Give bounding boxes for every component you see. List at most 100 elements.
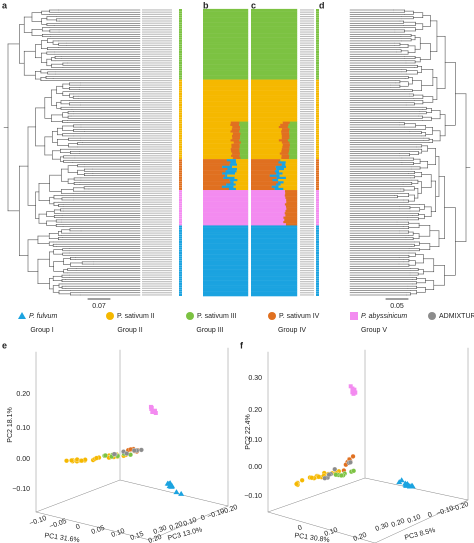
group-tick xyxy=(316,79,319,82)
leaf-label xyxy=(142,18,172,20)
ancestry-segment xyxy=(203,238,249,242)
ancestry-segment xyxy=(232,165,249,169)
group-tick xyxy=(316,174,319,177)
tree xyxy=(349,9,471,296)
leaf-label xyxy=(300,256,314,258)
leaf-label xyxy=(300,161,314,163)
leaf-label xyxy=(300,164,314,166)
group-tick xyxy=(316,28,319,31)
ancestry-segment xyxy=(203,196,249,200)
group-tick xyxy=(316,150,319,153)
leaf-label xyxy=(300,201,314,203)
leaf-label xyxy=(300,283,314,285)
ancestry-segment xyxy=(278,179,298,182)
legend-label: P. fulvum xyxy=(29,313,57,320)
group-tick xyxy=(179,161,182,164)
ancestry-segment xyxy=(251,265,298,268)
ancestry-segment xyxy=(203,30,249,34)
leaf-label xyxy=(300,203,314,205)
group-tick xyxy=(316,110,319,113)
leaf-label xyxy=(300,223,314,225)
group-tick xyxy=(179,15,182,18)
leaf-label xyxy=(142,20,172,22)
group-tick xyxy=(316,35,319,38)
ancestry-segment xyxy=(203,280,249,284)
leaf-label xyxy=(300,104,314,106)
leaf-label xyxy=(142,285,172,287)
ancestry-segment xyxy=(251,181,279,184)
leaf-label xyxy=(300,69,314,71)
leaf-label xyxy=(300,58,314,60)
leaf-label xyxy=(142,274,172,276)
ancestry-segment xyxy=(282,143,291,147)
group-tick xyxy=(179,194,182,197)
ancestry-segment xyxy=(251,44,298,47)
y-tick-label: 0.30 xyxy=(248,375,262,382)
ancestry-segment xyxy=(280,183,298,186)
ancestry-segment xyxy=(203,165,223,169)
ancestry-segment xyxy=(251,15,298,18)
ancestry-segment xyxy=(227,174,249,178)
leaf-label xyxy=(300,124,314,126)
ancestry-segment xyxy=(235,172,249,175)
ancestry-segment xyxy=(227,167,238,171)
group-tick xyxy=(316,225,319,228)
group-tick xyxy=(179,234,182,237)
group-tick xyxy=(316,240,319,243)
ancestry-segment xyxy=(231,143,240,147)
ancestry-segment xyxy=(203,249,249,253)
leaf-label xyxy=(142,69,172,71)
ancestry-segment xyxy=(203,179,230,182)
leaf-label xyxy=(142,135,172,137)
group-tick xyxy=(179,263,182,266)
ancestry-segment xyxy=(289,130,298,133)
group-tick xyxy=(316,11,319,14)
group-tick xyxy=(179,218,182,221)
ancestry-segment xyxy=(251,170,275,173)
leaf-label xyxy=(300,33,314,35)
leaf-label xyxy=(300,108,314,110)
x-tick-label: 0.20 xyxy=(148,534,163,543)
group-tick xyxy=(179,148,182,151)
ancestry-segment xyxy=(223,176,235,180)
group-tick xyxy=(179,294,182,296)
leaf-label xyxy=(142,261,172,263)
ancestry-segment xyxy=(251,13,298,16)
ancestry-segment xyxy=(251,103,298,107)
leaf-label xyxy=(300,99,314,102)
ancestry-segment xyxy=(203,190,249,193)
ancestry-segment xyxy=(251,114,298,118)
leaf-label xyxy=(300,119,314,121)
ancestry-segment xyxy=(203,64,249,67)
ancestry-segment xyxy=(251,117,298,120)
leaf-label xyxy=(142,88,172,91)
ancestry-segment xyxy=(203,163,230,166)
group-tick xyxy=(316,287,319,290)
ancestry-segment xyxy=(251,225,298,228)
x-tick-label: 0 xyxy=(75,523,81,531)
legend-label: P. abyssinicum xyxy=(361,313,407,320)
group-tick xyxy=(316,159,319,162)
group-tick xyxy=(316,66,319,69)
group-tick xyxy=(179,225,182,228)
ancestry-segment xyxy=(203,125,233,129)
ancestry-segment xyxy=(203,11,249,14)
leaf-label xyxy=(142,75,172,77)
group-tick xyxy=(316,90,319,93)
ancestry-segment xyxy=(232,152,241,155)
leaf-label xyxy=(142,86,172,88)
leaf-label xyxy=(142,232,172,234)
ancestry-segment xyxy=(230,181,234,184)
leaf-label xyxy=(300,217,314,219)
ancestry-segment xyxy=(251,243,298,246)
group-tick xyxy=(316,152,319,155)
leaf-label xyxy=(300,155,314,157)
leaf-label xyxy=(142,71,172,73)
ancestry-segment xyxy=(251,163,282,166)
group-tick xyxy=(316,243,319,246)
leaf-label xyxy=(300,86,314,88)
group-tick xyxy=(179,271,182,274)
ancestry-segment xyxy=(251,55,298,58)
ancestry-segment xyxy=(251,187,275,191)
ancestry-segment xyxy=(203,227,249,231)
